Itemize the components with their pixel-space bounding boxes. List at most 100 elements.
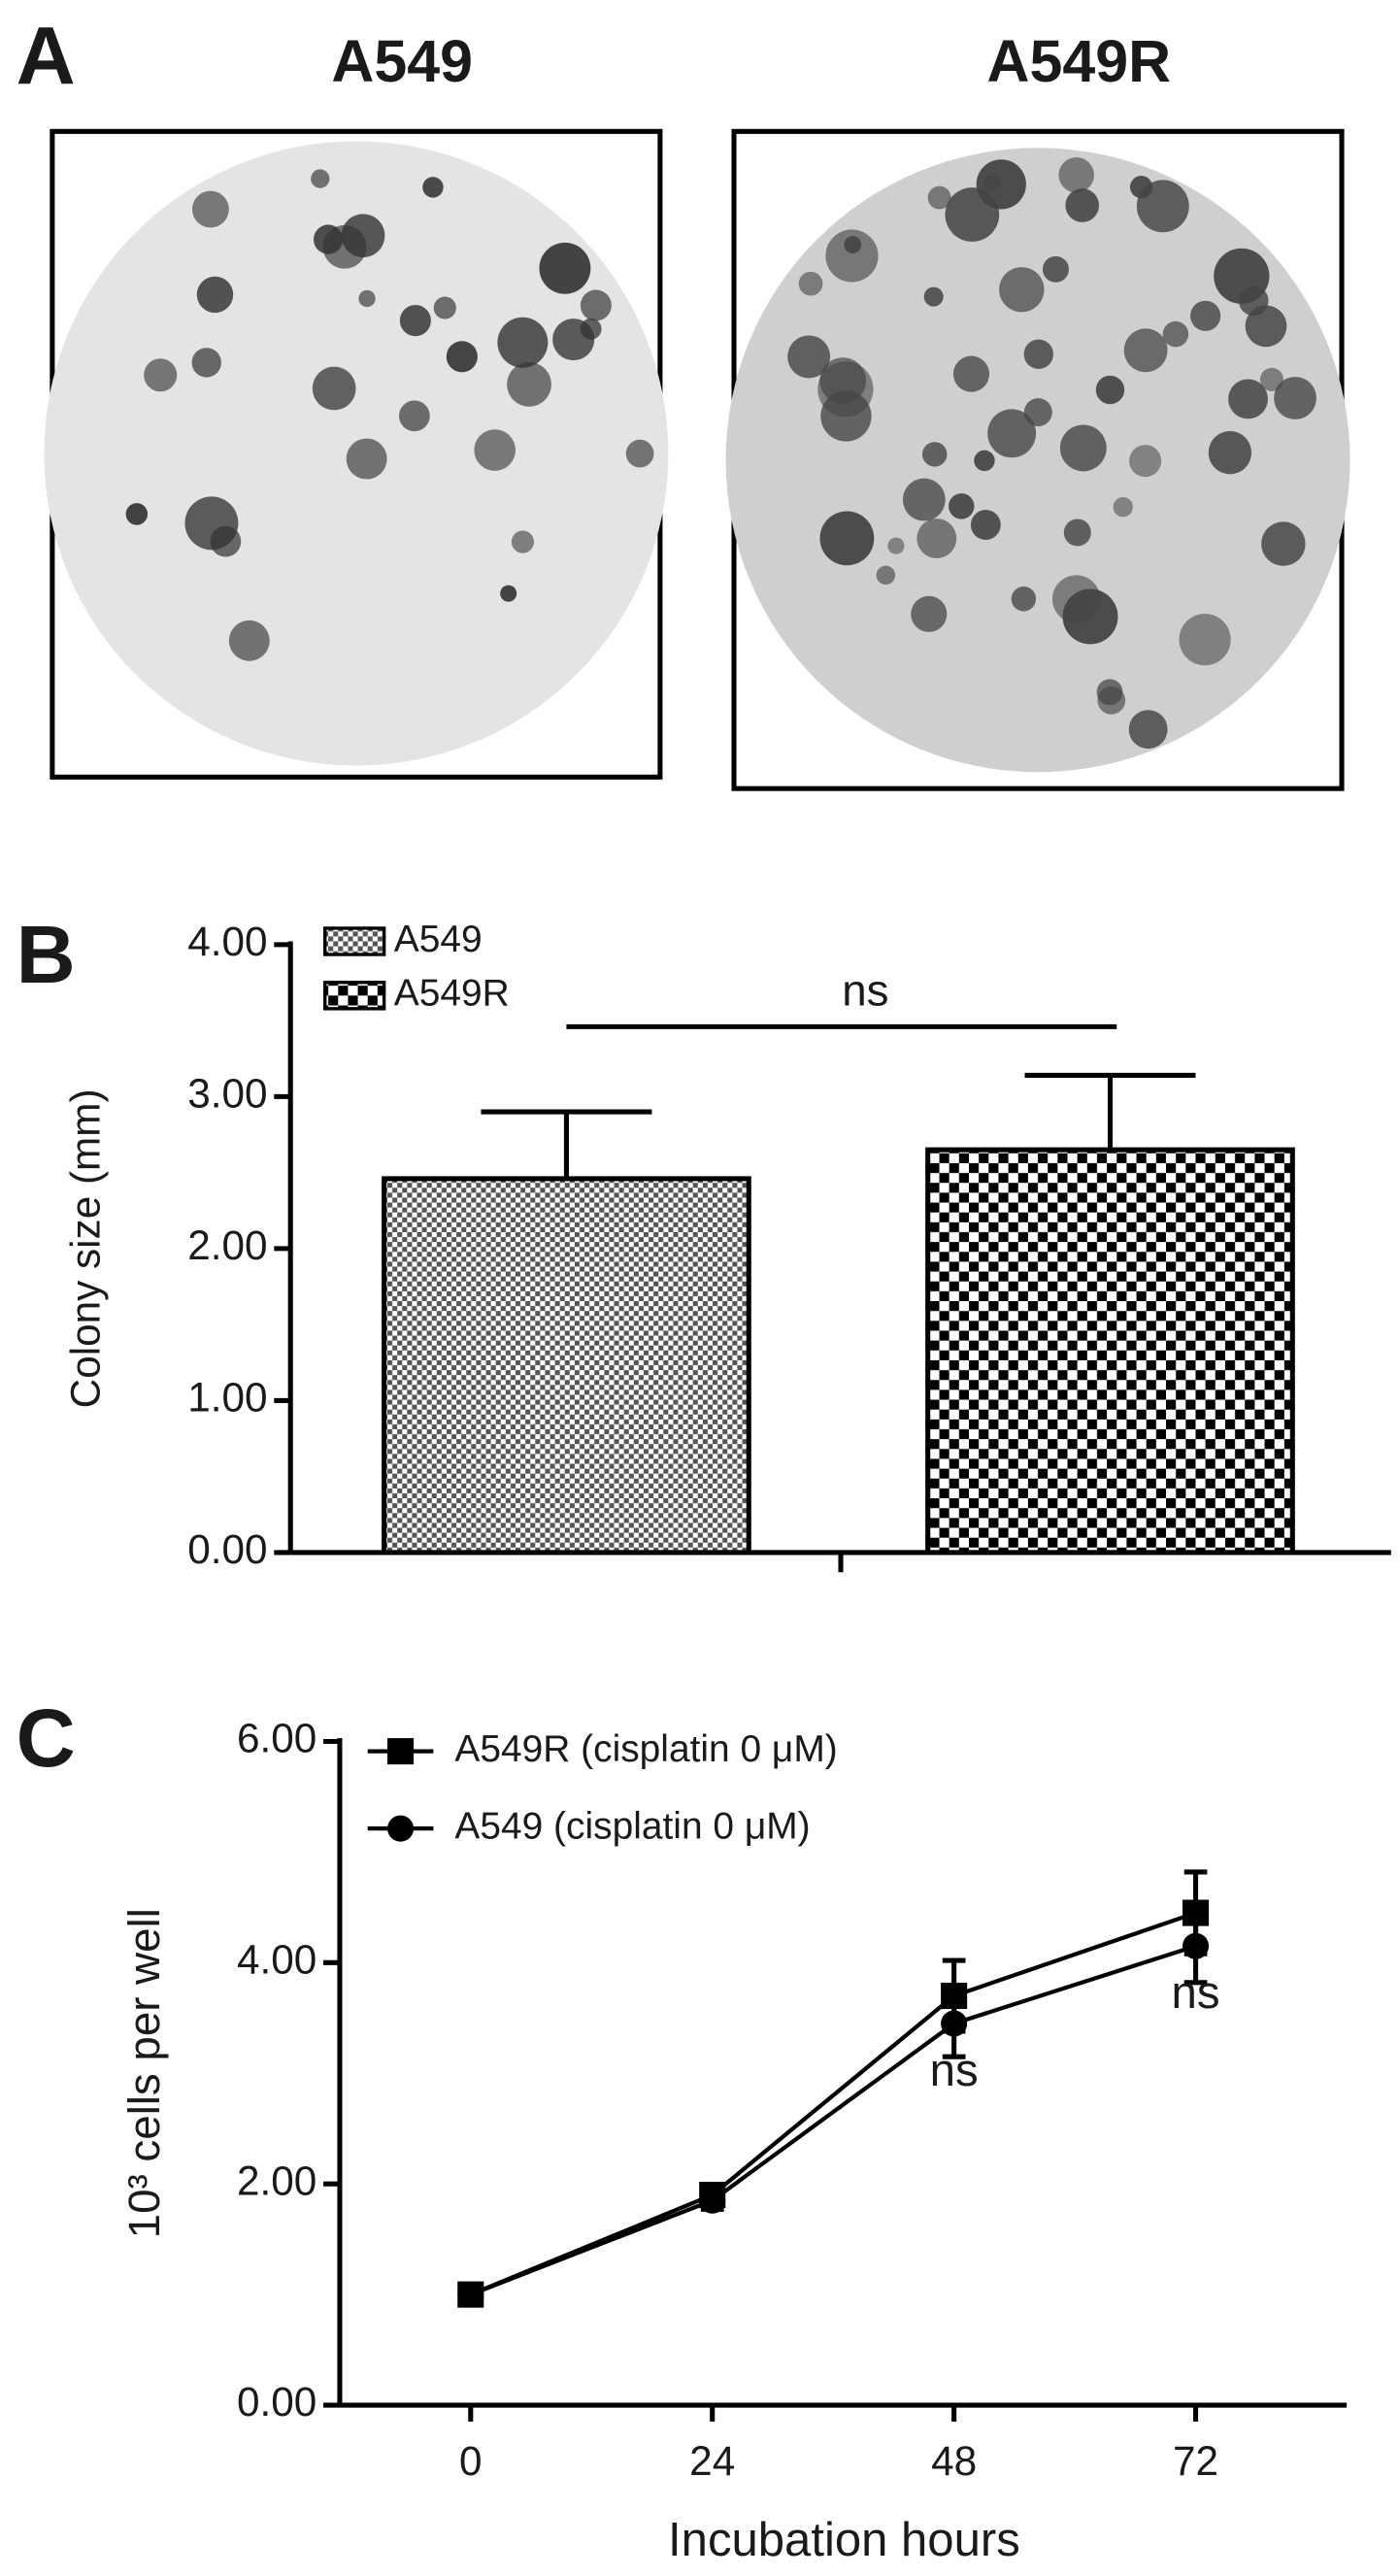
colony	[911, 595, 948, 632]
marker	[941, 2010, 968, 2037]
colony	[1261, 521, 1306, 566]
marker	[457, 2281, 484, 2308]
colony	[1259, 367, 1283, 391]
colony	[1179, 614, 1231, 666]
colony	[1023, 339, 1053, 369]
colony	[398, 400, 430, 432]
x-tick-label: 48	[931, 2438, 977, 2484]
colony	[923, 286, 944, 307]
annotation: ns	[842, 966, 888, 1016]
y-tick-label: 0.00	[187, 1526, 267, 1572]
colony	[191, 348, 221, 378]
colony	[507, 362, 551, 407]
dish-image	[44, 128, 669, 780]
y-tick-label: 3.00	[187, 1071, 267, 1117]
line	[470, 1944, 1197, 2297]
colony	[552, 318, 595, 361]
colony	[819, 511, 875, 566]
colony	[1238, 285, 1269, 317]
colony	[1058, 156, 1094, 193]
colony	[922, 442, 948, 467]
colony	[312, 366, 356, 411]
y-tick-label: 2.00	[237, 2158, 316, 2203]
marker	[1182, 1932, 1210, 1959]
colony	[1162, 320, 1189, 348]
image-title: A549	[331, 28, 473, 94]
legend-label: A549R	[394, 973, 510, 1015]
colony	[210, 525, 242, 557]
colony	[1123, 328, 1168, 373]
colony	[474, 429, 516, 471]
colony	[887, 537, 905, 554]
colony	[144, 358, 178, 392]
colony	[927, 185, 951, 210]
colony	[625, 439, 654, 468]
colony	[433, 296, 456, 319]
colony	[876, 565, 896, 585]
colony	[196, 276, 234, 314]
colony	[422, 177, 444, 198]
colony	[511, 530, 534, 553]
colony	[1095, 375, 1125, 405]
colony	[322, 224, 367, 269]
colony	[1051, 575, 1101, 623]
x-tick-label: 24	[689, 2438, 735, 2484]
colony	[1190, 300, 1221, 331]
y-tick-label: 1.00	[187, 1375, 267, 1421]
x-tick-label: 72	[1173, 2438, 1218, 2484]
colony	[1274, 377, 1316, 419]
colony	[1096, 679, 1123, 706]
colony	[825, 229, 879, 283]
colony	[311, 169, 330, 188]
colony	[787, 335, 831, 379]
colony	[1129, 445, 1162, 478]
colony	[1129, 176, 1153, 199]
dish-image	[725, 128, 1350, 791]
colony	[228, 619, 270, 661]
colony	[346, 438, 387, 480]
annotation: ns	[1172, 1967, 1220, 2019]
y-axis-label: Colony size (mm)	[62, 1088, 108, 1408]
colony	[1063, 519, 1091, 547]
annotation: ns	[930, 2045, 979, 2096]
y-axis-label: 10³ cells per well	[119, 1908, 169, 2238]
colony	[125, 503, 149, 525]
bar	[382, 1176, 751, 1556]
colony	[987, 409, 1037, 458]
bar	[925, 1147, 1295, 1556]
colony	[191, 190, 229, 228]
colony	[446, 341, 478, 373]
x-axis-label: Incubation hours	[668, 2514, 1020, 2566]
colony	[497, 317, 549, 368]
colony	[580, 289, 612, 321]
colony	[916, 519, 957, 558]
legend-marker	[387, 1738, 415, 1765]
y-tick-label: 2.00	[187, 1222, 267, 1268]
legend-label: A549R (cisplatin 0 μM)	[454, 1728, 837, 1770]
legend-swatch	[323, 926, 386, 956]
colony	[539, 242, 591, 294]
colony	[952, 355, 990, 392]
y-tick-label: 6.00	[237, 1716, 316, 1761]
colony	[949, 493, 975, 519]
colony	[820, 390, 872, 442]
colony	[1228, 379, 1268, 419]
colony	[1059, 424, 1107, 472]
y-tick-label: 4.00	[237, 1937, 316, 1983]
colony	[500, 585, 517, 602]
colony	[902, 478, 946, 521]
panel-label: A	[17, 10, 76, 102]
colony	[1245, 305, 1287, 348]
colony	[1011, 586, 1037, 612]
colony	[945, 187, 1000, 242]
panel-label: C	[17, 1691, 76, 1784]
line	[469, 1911, 1197, 2297]
colony	[399, 305, 431, 337]
marker	[699, 2187, 726, 2214]
colony	[1065, 188, 1100, 222]
panel-label: B	[17, 908, 76, 1000]
colony	[1042, 255, 1069, 283]
colony	[358, 289, 376, 308]
legend-label: A549 (cisplatin 0 μM)	[454, 1805, 810, 1847]
